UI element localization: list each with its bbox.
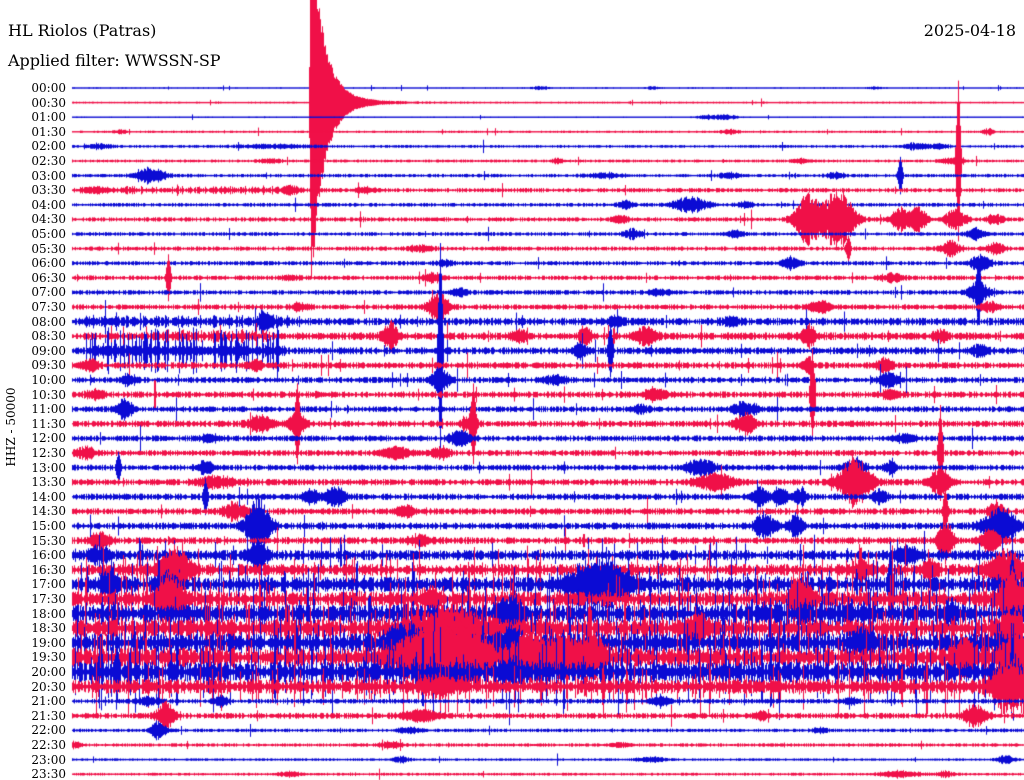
time-label-1600: 16:00 xyxy=(31,548,66,563)
time-label-1930: 19:30 xyxy=(31,650,66,665)
time-label-0530: 05:30 xyxy=(31,241,66,256)
time-label-0630: 06:30 xyxy=(31,270,66,285)
time-label-1100: 11:00 xyxy=(31,402,66,417)
time-label-1200: 12:00 xyxy=(31,431,66,446)
time-label-1330: 13:30 xyxy=(31,475,66,490)
time-label-0400: 04:00 xyxy=(31,197,66,212)
time-label-1230: 12:30 xyxy=(31,446,66,460)
time-label-1530: 15:30 xyxy=(31,533,66,548)
time-label-0430: 04:30 xyxy=(31,212,66,227)
time-label-0030: 00:30 xyxy=(31,95,66,110)
time-label-1430: 14:30 xyxy=(31,504,66,519)
time-label-0500: 05:00 xyxy=(31,227,66,241)
applied-filter-label: Applied filter: WWSSN-SP xyxy=(8,51,221,70)
time-label-2100: 21:00 xyxy=(31,694,66,709)
time-label-0100: 01:00 xyxy=(31,110,66,125)
time-label-0730: 07:30 xyxy=(31,300,66,314)
time-label-1300: 13:00 xyxy=(31,460,66,475)
time-label-0200: 02:00 xyxy=(31,139,66,154)
time-label-2230: 22:30 xyxy=(31,738,66,752)
time-label-0600: 06:00 xyxy=(31,256,66,271)
time-label-0000: 00:00 xyxy=(31,81,66,95)
time-label-1730: 17:30 xyxy=(31,592,66,606)
time-label-1630: 16:30 xyxy=(31,562,66,577)
time-label-0830: 08:30 xyxy=(31,329,66,344)
time-label-0930: 09:30 xyxy=(31,358,66,373)
time-label-1130: 11:30 xyxy=(31,416,66,431)
time-label-2130: 21:30 xyxy=(31,708,66,723)
time-label-2330: 23:30 xyxy=(31,767,66,780)
date-label: 2025-04-18 xyxy=(923,21,1016,40)
time-label-0230: 02:30 xyxy=(31,154,66,168)
time-label-2000: 20:00 xyxy=(31,665,66,679)
time-label-1800: 18:00 xyxy=(31,606,66,621)
time-label-1900: 19:00 xyxy=(31,635,66,650)
time-label-1030: 10:30 xyxy=(31,387,66,402)
time-label-1830: 18:30 xyxy=(31,621,66,636)
time-label-0900: 09:00 xyxy=(31,343,66,358)
time-label-2200: 22:00 xyxy=(31,723,66,738)
time-label-2300: 23:00 xyxy=(31,752,66,767)
time-label-0800: 08:00 xyxy=(31,314,66,329)
station-title: HL Riolos (Patras) xyxy=(8,21,157,40)
time-label-1000: 10:00 xyxy=(31,373,66,387)
time-label-0300: 03:00 xyxy=(31,168,66,183)
time-label-1700: 17:00 xyxy=(31,577,66,592)
time-label-0130: 01:30 xyxy=(31,124,66,139)
time-label-0700: 07:00 xyxy=(31,285,66,300)
time-label-2030: 20:30 xyxy=(31,679,66,694)
time-label-1500: 15:00 xyxy=(31,519,66,533)
time-label-0330: 03:30 xyxy=(31,183,66,198)
time-label-1400: 14:00 xyxy=(31,489,66,504)
